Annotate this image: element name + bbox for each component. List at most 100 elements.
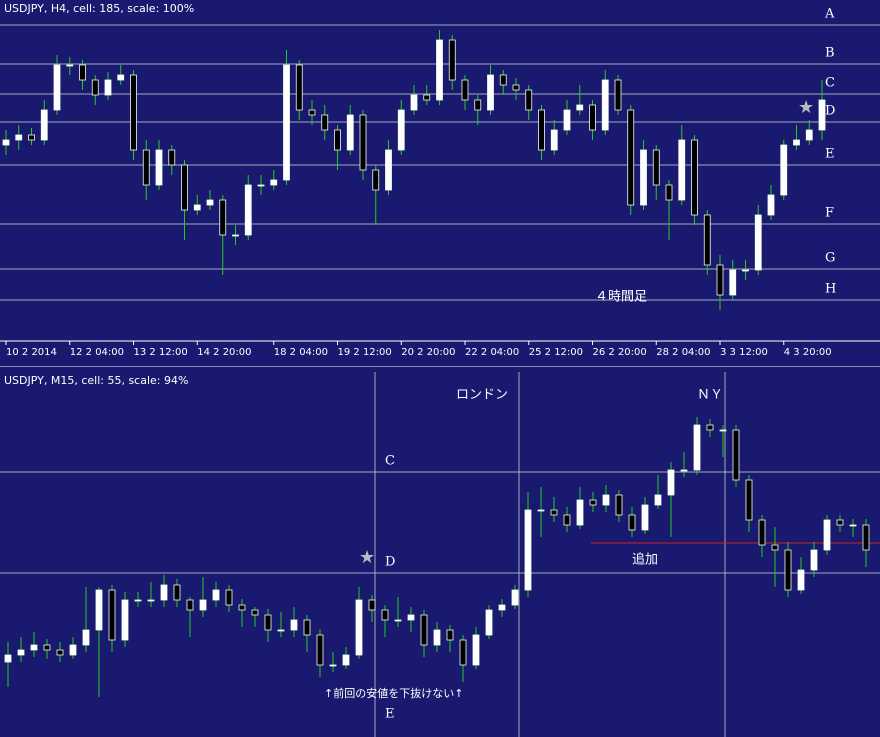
time-axis xyxy=(0,342,880,366)
candle-body xyxy=(485,609,493,636)
candle-body xyxy=(168,149,176,166)
candle-body xyxy=(155,149,163,186)
candle-body xyxy=(758,519,766,546)
candle-body xyxy=(667,469,675,496)
annotation: ロンドン xyxy=(456,388,508,403)
candle-body xyxy=(28,134,35,141)
annotation: ↑前回の安値を下抜けない↑ xyxy=(324,686,463,700)
candle-body xyxy=(186,599,194,611)
candle-body xyxy=(397,109,405,151)
candle-body xyxy=(448,39,456,81)
level-label: E xyxy=(825,147,835,162)
candle-body xyxy=(472,634,480,666)
x-tick-label: 10 2 2014 xyxy=(6,347,57,358)
candle-body xyxy=(238,604,246,611)
candle-body xyxy=(849,524,857,527)
candle-body xyxy=(654,494,662,506)
candle-body xyxy=(410,94,418,111)
candle-body xyxy=(225,589,233,606)
candle-body xyxy=(461,79,469,101)
candle-body xyxy=(640,149,647,206)
candle-body xyxy=(589,499,597,506)
candle-body xyxy=(385,149,392,191)
candle-body xyxy=(321,114,329,131)
candle-body xyxy=(108,589,116,641)
candle-body xyxy=(436,39,443,101)
candle-body xyxy=(537,509,545,512)
candle-body xyxy=(652,149,660,186)
candle-body xyxy=(206,199,214,206)
level-label: G xyxy=(825,251,835,266)
candle-body xyxy=(487,74,494,111)
annotation: ４時間足 xyxy=(595,290,647,305)
candle-body xyxy=(538,109,545,151)
candle-body xyxy=(147,599,155,602)
candle-body xyxy=(780,144,788,196)
candle-body xyxy=(82,629,90,646)
candle-body xyxy=(641,504,649,531)
candle-body xyxy=(219,199,227,236)
candle-body xyxy=(53,64,61,111)
candle-body xyxy=(719,429,727,432)
candle-body xyxy=(160,584,168,601)
candle-body xyxy=(95,589,103,631)
candle-body xyxy=(394,619,402,622)
candle-body xyxy=(104,79,112,96)
candle-body xyxy=(742,269,749,272)
candle-body xyxy=(680,469,688,472)
x-tick-label: 4 3 20:00 xyxy=(784,347,832,358)
candle-body xyxy=(836,519,844,526)
level-label: C xyxy=(825,76,835,91)
candle-body xyxy=(499,74,507,86)
candle-body xyxy=(423,94,431,101)
candle-body xyxy=(334,129,341,151)
candle-body xyxy=(512,84,520,91)
level-label: H xyxy=(825,282,836,297)
x-tick-label: 25 2 12:00 xyxy=(529,347,583,358)
candle-body xyxy=(295,64,303,111)
candle-body xyxy=(818,99,826,131)
candle-body xyxy=(368,599,376,611)
candle-body xyxy=(665,184,673,201)
candle-body xyxy=(524,509,532,591)
candle-body xyxy=(193,204,201,211)
candle-body xyxy=(117,74,125,81)
star-icon: ★ xyxy=(359,547,375,568)
candle-body xyxy=(678,139,686,201)
candle-body xyxy=(181,164,188,211)
candle-body xyxy=(563,514,571,526)
candle-body xyxy=(576,499,584,526)
candle-body xyxy=(498,604,506,611)
x-tick-label: 3 3 12:00 xyxy=(720,347,768,358)
candle-body xyxy=(615,494,623,516)
candle-body xyxy=(420,614,428,646)
candle-body xyxy=(550,129,558,151)
candle-body xyxy=(511,589,519,606)
candle-body xyxy=(550,509,558,516)
x-tick-label: 12 2 04:00 xyxy=(70,347,124,358)
m15-panel: CD xyxy=(0,417,880,697)
candle-body xyxy=(15,134,23,141)
candle-body xyxy=(199,599,207,611)
candle-body xyxy=(793,139,800,146)
x-tick-label: 26 2 20:00 xyxy=(593,347,647,358)
candle-body xyxy=(805,129,813,141)
candle-body xyxy=(130,74,137,151)
level-label: F xyxy=(825,206,834,221)
level-label: A xyxy=(824,7,835,22)
candle-body xyxy=(277,629,285,632)
candle-body xyxy=(525,89,533,111)
candle-body xyxy=(446,629,454,641)
x-tick-label: 18 2 04:00 xyxy=(274,347,328,358)
candle-body xyxy=(602,494,610,506)
candle-body xyxy=(257,184,265,187)
panel-title: USDJPY, M15, cell: 55, scale: 94% xyxy=(4,374,188,387)
candle-body xyxy=(30,644,38,651)
candle-body xyxy=(121,599,129,641)
candle-body xyxy=(614,79,622,111)
candle-body xyxy=(359,114,367,171)
level-label: B xyxy=(825,46,835,61)
annotation: 追加 xyxy=(632,552,658,568)
